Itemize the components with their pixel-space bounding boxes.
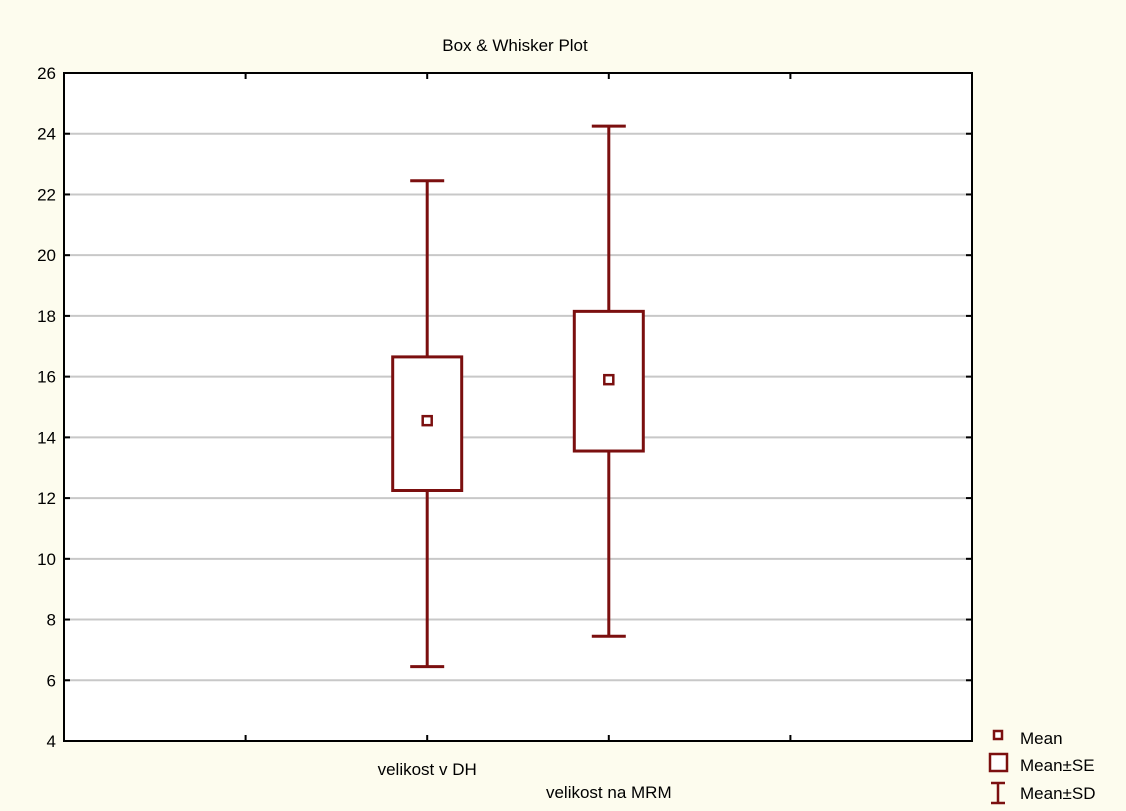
chart-title: Box & Whisker Plot (442, 36, 588, 55)
y-tick-label: 12 (37, 489, 56, 508)
plot-background (64, 73, 972, 741)
y-tick-label: 24 (37, 125, 56, 144)
mean-marker (603, 373, 615, 386)
box-group-1 (391, 179, 464, 669)
y-tick-label: 16 (37, 368, 56, 387)
y-tick-label: 26 (37, 64, 56, 83)
y-tick-label: 22 (37, 185, 56, 204)
y-tick-label: 4 (47, 732, 56, 751)
legend-item-box: Mean±SE (988, 752, 1095, 775)
mean-marker (421, 414, 433, 427)
y-tick-label: 6 (47, 671, 56, 690)
plot-area: 4 6 8 10 12 14 16 18 20 22 24 26 velikost v DH veliko… (37, 64, 973, 802)
legend-mean-icon (992, 729, 1004, 741)
plot-frame (63, 72, 973, 742)
category-label: velikost na MRM (546, 783, 672, 802)
legend-label: Mean (1020, 729, 1063, 748)
legend-label: Mean±SD (1020, 784, 1095, 803)
legend-label: Mean±SE (1020, 756, 1095, 775)
y-tick-label: 14 (37, 428, 56, 447)
category-label: velikost v DH (378, 760, 477, 779)
legend: Mean Mean±SE Mean±SD (988, 729, 1095, 805)
legend-item-mean: Mean (992, 729, 1063, 748)
y-tick-label: 8 (47, 611, 56, 630)
legend-se-box-icon (988, 752, 1009, 773)
y-tick-label: 18 (37, 307, 56, 326)
legend-item-whisker: Mean±SD (991, 781, 1095, 805)
y-tick-label: 10 (37, 550, 56, 569)
y-tick-label: 20 (37, 246, 56, 265)
box-group-2 (572, 124, 645, 638)
